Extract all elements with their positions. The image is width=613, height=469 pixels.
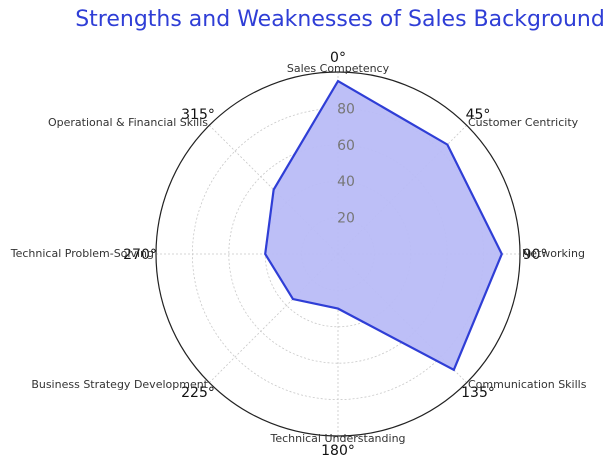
category-label: Technical Problem-Solving <box>10 247 154 260</box>
category-label: Networking <box>522 247 585 260</box>
r-tick-label: 60 <box>337 138 355 154</box>
chart-title: Strengths and Weaknesses of Sales Backgr… <box>75 7 605 32</box>
category-label: Customer Centricity <box>468 116 579 129</box>
angle-tick-label: 180° <box>321 443 355 459</box>
category-label: Communication Skills <box>468 378 587 391</box>
category-label: Operational & Financial Skills <box>48 116 208 129</box>
r-tick-label: 20 <box>337 211 355 227</box>
r-tick-label: 80 <box>337 101 355 117</box>
category-label: Technical Understanding <box>269 432 405 445</box>
category-label: Sales Competency <box>287 62 390 75</box>
category-label: Business Strategy Development <box>31 378 208 391</box>
r-tick-label: 40 <box>337 174 355 190</box>
